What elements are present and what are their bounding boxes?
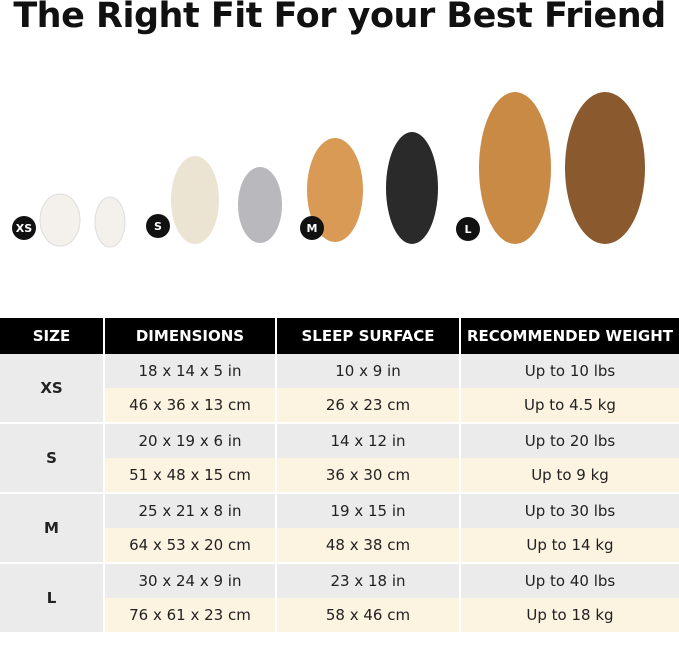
cat-s [238, 167, 282, 243]
kitten-xs [39, 193, 81, 247]
table-row: XS 18 x 14 x 5 in 10 x 9 in Up to 10 lbs [0, 354, 679, 424]
table-row: M 25 x 21 x 8 in 19 x 15 in Up to 30 lbs [0, 493, 679, 564]
pets-illustration: XS S M L [0, 80, 679, 250]
header-dimensions: DIMENSIONS [103, 318, 276, 354]
dim-cell: 64 x 53 x 20 cm [103, 528, 276, 564]
size-badge-s: S [146, 214, 170, 238]
surface-cell: 58 x 46 cm [275, 598, 460, 634]
golden-retriever-l [479, 92, 551, 244]
table-row: 46 x 36 x 13 cm 26 x 23 cm Up to 4.5 kg [0, 388, 679, 424]
size-cell: XS [0, 354, 104, 424]
maltese-s [171, 156, 219, 244]
header-recommended-weight: RECOMMENDED WEIGHT [459, 318, 679, 354]
chihuahua-xs [94, 196, 126, 248]
dim-cell: 76 x 61 x 23 cm [103, 598, 276, 634]
page-title: The Right Fit For your Best Friend [13, 0, 666, 36]
table-row: L 30 x 24 x 9 in 23 x 18 in Up to 40 lbs [0, 563, 679, 634]
corgi-m [307, 138, 363, 242]
pets-image [39, 92, 645, 248]
header-size: SIZE [0, 318, 104, 354]
table-row: 76 x 61 x 23 cm 58 x 46 cm Up to 18 kg [0, 598, 679, 634]
size-table: SIZE DIMENSIONS SLEEP SURFACE RECOMMENDE… [0, 318, 679, 634]
table-row: 64 x 53 x 20 cm 48 x 38 cm Up to 14 kg [0, 528, 679, 564]
weight-cell: Up to 40 lbs [459, 563, 679, 598]
weight-cell: Up to 10 lbs [459, 354, 679, 388]
surface-cell: 23 x 18 in [275, 563, 460, 598]
surface-cell: 36 x 30 cm [275, 458, 460, 494]
table-header-row: SIZE DIMENSIONS SLEEP SURFACE RECOMMENDE… [0, 318, 679, 354]
surface-cell: 26 x 23 cm [275, 388, 460, 424]
table-row: 51 x 48 x 15 cm 36 x 30 cm Up to 9 kg [0, 458, 679, 494]
size-badge-l: L [456, 217, 480, 241]
size-cell: S [0, 423, 104, 494]
surface-cell: 14 x 12 in [275, 423, 460, 458]
weight-cell: Up to 18 kg [459, 598, 679, 634]
dim-cell: 51 x 48 x 15 cm [103, 458, 276, 494]
weight-cell: Up to 14 kg [459, 528, 679, 564]
header-sleep-surface: SLEEP SURFACE [275, 318, 460, 354]
size-cell: L [0, 563, 104, 634]
weight-cell: Up to 9 kg [459, 458, 679, 494]
dim-cell: 20 x 19 x 6 in [103, 423, 276, 458]
dim-cell: 46 x 36 x 13 cm [103, 388, 276, 424]
surface-cell: 10 x 9 in [275, 354, 460, 388]
dim-cell: 25 x 21 x 8 in [103, 493, 276, 528]
weight-cell: Up to 4.5 kg [459, 388, 679, 424]
surface-cell: 48 x 38 cm [275, 528, 460, 564]
dim-cell: 18 x 14 x 5 in [103, 354, 276, 388]
collie-m [386, 132, 438, 244]
surface-cell: 19 x 15 in [275, 493, 460, 528]
dim-cell: 30 x 24 x 9 in [103, 563, 276, 598]
size-cell: M [0, 493, 104, 564]
table-row: S 20 x 19 x 6 in 14 x 12 in Up to 20 lbs [0, 423, 679, 494]
weight-cell: Up to 20 lbs [459, 423, 679, 458]
sheltie-l [565, 92, 645, 244]
weight-cell: Up to 30 lbs [459, 493, 679, 528]
size-badge-xs: XS [12, 216, 36, 240]
size-badge-m: M [300, 216, 324, 240]
